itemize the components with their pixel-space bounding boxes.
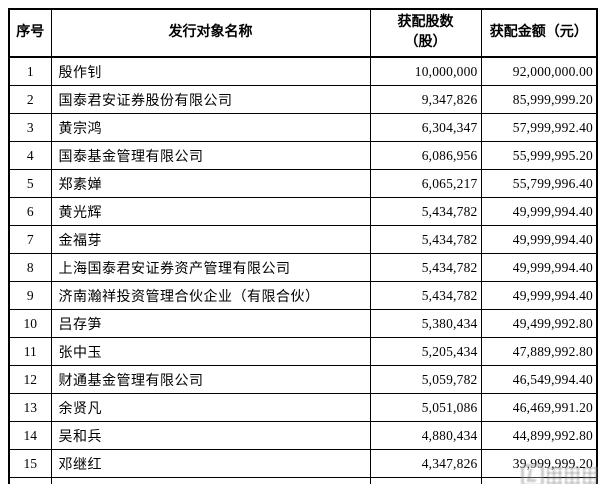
cell-name: 济南瀚祥投资管理合伙企业（有限合伙）	[50, 281, 371, 310]
table-row: 3 黄宗鸿 6,304,347 57,999,992.40	[8, 113, 598, 142]
cell-amount: 49,999,994.40	[480, 281, 598, 310]
cell-shares: 5,380,434	[369, 309, 482, 338]
col-header-shares: 获配股数 （股）	[369, 8, 482, 58]
table-row: 14 吴和兵 4,880,434 44,899,992.80	[8, 421, 598, 450]
cell-no: 5	[8, 169, 52, 198]
cell-amount: 55,999,995.20	[480, 141, 598, 170]
cell-amount: 85,999,999.20	[480, 85, 598, 114]
table-row: 10 吕存笋 5,380,434 49,499,992.80	[8, 309, 598, 338]
cell-shares: 5,434,782	[369, 225, 482, 254]
cell-amount: 46,549,994.40	[480, 365, 598, 394]
cell-amount: 46,469,991.20	[480, 393, 598, 422]
cell-amount: 49,499,992.80	[480, 309, 598, 338]
table-row: 5 郑素婵 6,065,217 55,799,996.40	[8, 169, 598, 198]
table-row: 15 邓继红 4,347,826 39,999,999.20	[8, 449, 598, 478]
cell-amount: 92,000,000.00	[480, 56, 598, 86]
cell-no: 2	[8, 85, 52, 114]
cell-no: 9	[8, 281, 52, 310]
cell-name: 吕存笋	[50, 309, 371, 338]
cell-empty	[480, 477, 598, 484]
cell-name: 张中玉	[50, 337, 371, 366]
cell-no: 14	[8, 421, 52, 450]
cell-no: 10	[8, 309, 52, 338]
cell-amount: 49,999,994.40	[480, 225, 598, 254]
col-header-no: 序号	[8, 8, 52, 58]
cell-amount: 47,889,992.80	[480, 337, 598, 366]
allocation-table: 序号 发行对象名称 获配股数 （股） 获配金额（元） 1 殷作钊 10,000,…	[8, 8, 598, 484]
cell-no: 4	[8, 141, 52, 170]
cell-no: 11	[8, 337, 52, 366]
cell-no: 13	[8, 393, 52, 422]
cell-shares: 5,059,782	[369, 365, 482, 394]
cell-shares: 6,304,347	[369, 113, 482, 142]
cell-name: 国泰基金管理有限公司	[50, 141, 371, 170]
cell-no: 15	[8, 449, 52, 478]
cell-shares: 5,434,782	[369, 253, 482, 282]
cell-amount: 44,899,992.80	[480, 421, 598, 450]
cell-no: 3	[8, 113, 52, 142]
cell-no: 12	[8, 365, 52, 394]
cell-name: 黄宗鸿	[50, 113, 371, 142]
cell-no: 1	[8, 56, 52, 86]
cell-amount: 49,999,994.40	[480, 253, 598, 282]
cell-shares: 4,347,826	[369, 449, 482, 478]
table-row: 9 济南瀚祥投资管理合伙企业（有限合伙） 5,434,782 49,999,99…	[8, 281, 598, 310]
table-row: 12 财通基金管理有限公司 5,059,782 46,549,994.40	[8, 365, 598, 394]
col-header-amount: 获配金额（元）	[480, 8, 598, 58]
cell-name: 邓继红	[50, 449, 371, 478]
header-row: 序号 发行对象名称 获配股数 （股） 获配金额（元）	[8, 8, 598, 58]
table-body: 1 殷作钊 10,000,000 92,000,000.00 2 国泰君安证券股…	[8, 56, 598, 484]
cell-name: 金福芽	[50, 225, 371, 254]
cell-name: 国泰君安证券股份有限公司	[50, 85, 371, 114]
cell-no: 6	[8, 197, 52, 226]
cell-name: 余贤凡	[50, 393, 371, 422]
cell-name: 财通基金管理有限公司	[50, 365, 371, 394]
table-row: 6 黄光辉 5,434,782 49,999,994.40	[8, 197, 598, 226]
cell-empty	[8, 477, 52, 484]
cell-no: 8	[8, 253, 52, 282]
table-row: 11 张中玉 5,205,434 47,889,992.80	[8, 337, 598, 366]
table-row-clipped	[8, 477, 598, 484]
cell-no: 7	[8, 225, 52, 254]
cell-amount: 55,799,996.40	[480, 169, 598, 198]
table-row: 1 殷作钊 10,000,000 92,000,000.00	[8, 56, 598, 86]
table-row: 2 国泰君安证券股份有限公司 9,347,826 85,999,999.20	[8, 85, 598, 114]
cell-empty	[369, 477, 482, 484]
cell-empty	[50, 477, 371, 484]
table-row: 8 上海国泰君安证券资产管理有限公司 5,434,782 49,999,994.…	[8, 253, 598, 282]
cell-amount: 49,999,994.40	[480, 197, 598, 226]
cell-amount: 57,999,992.40	[480, 113, 598, 142]
cell-shares: 5,434,782	[369, 281, 482, 310]
cell-shares: 4,880,434	[369, 421, 482, 450]
col-header-name: 发行对象名称	[50, 8, 371, 58]
cell-name: 吴和兵	[50, 421, 371, 450]
cell-name: 上海国泰君安证券资产管理有限公司	[50, 253, 371, 282]
cell-shares: 9,347,826	[369, 85, 482, 114]
cell-shares: 6,065,217	[369, 169, 482, 198]
cell-name: 殷作钊	[50, 56, 371, 86]
cell-shares: 5,205,434	[369, 337, 482, 366]
cell-name: 黄光辉	[50, 197, 371, 226]
table-row: 7 金福芽 5,434,782 49,999,994.40	[8, 225, 598, 254]
cell-shares: 5,051,086	[369, 393, 482, 422]
cell-shares: 10,000,000	[369, 56, 482, 86]
cell-shares: 6,086,956	[369, 141, 482, 170]
cell-name: 郑素婵	[50, 169, 371, 198]
cell-shares: 5,434,782	[369, 197, 482, 226]
table-row: 13 余贤凡 5,051,086 46,469,991.20	[8, 393, 598, 422]
cell-amount: 39,999,999.20	[480, 449, 598, 478]
table-row: 4 国泰基金管理有限公司 6,086,956 55,999,995.20	[8, 141, 598, 170]
